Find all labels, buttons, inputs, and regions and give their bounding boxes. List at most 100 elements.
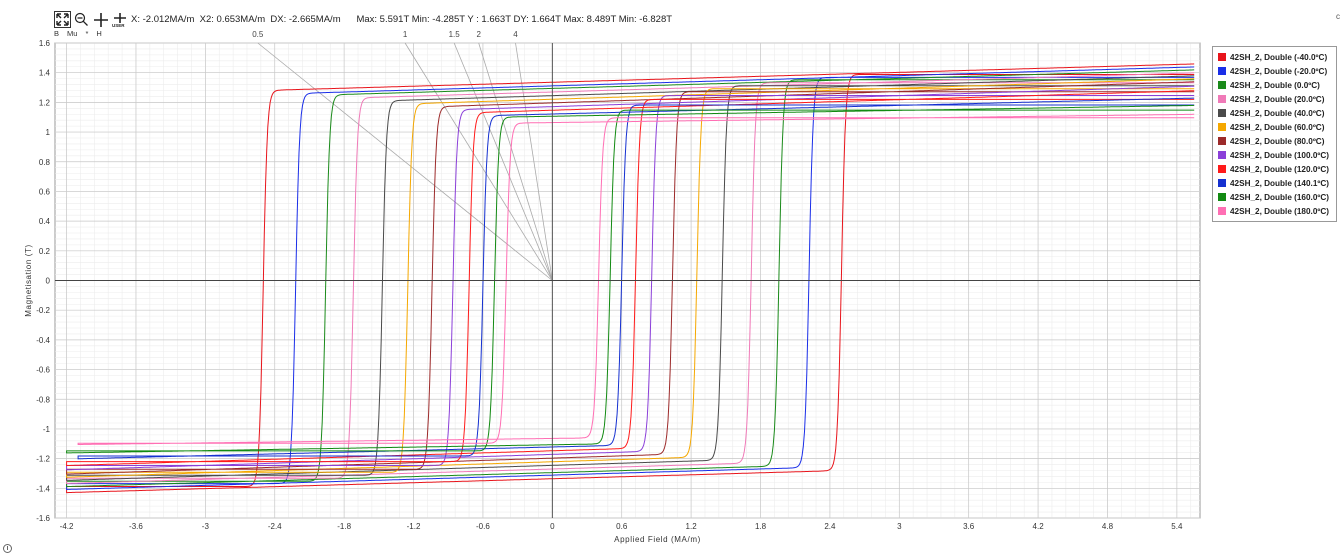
series-line-5 — [66, 78, 1195, 478]
mode-h[interactable]: H — [96, 29, 102, 38]
permeance-line — [453, 42, 553, 281]
chart-legend: 42SH_2, Double (-40.0ºC) 42SH_2, Double (… — [1212, 46, 1337, 222]
series-line-8 — [66, 90, 1195, 467]
permeance-label: 0.5 — [252, 30, 264, 39]
permeance-label: 1 — [403, 30, 408, 39]
fit-icon — [56, 13, 69, 26]
y-tick-label: 0.4 — [39, 217, 51, 226]
axis-mode-selector: B Mu * H — [54, 29, 102, 38]
legend-swatch — [1218, 151, 1226, 159]
legend-swatch — [1218, 123, 1226, 131]
x-tick-label: 0.6 — [616, 522, 628, 531]
user-crosshair-button[interactable]: USER — [111, 11, 128, 28]
permeance-line — [478, 42, 553, 281]
x-tick-label: -0.6 — [476, 522, 490, 531]
series-line-9 — [77, 97, 1195, 460]
legend-label: 42SH_2, Double (100.0ºC) — [1230, 150, 1330, 160]
legend-label: 42SH_2, Double (120.0ºC) — [1230, 164, 1330, 174]
user-crosshair-icon — [113, 12, 126, 23]
series-line-4 — [66, 75, 1195, 481]
legend-swatch — [1218, 95, 1226, 103]
permeance-label: 2 — [476, 30, 481, 39]
y-tick-label: -0.6 — [36, 366, 50, 375]
zoom-out-button[interactable] — [73, 11, 90, 28]
y-tick-label: 0.8 — [39, 158, 51, 167]
y-tick-label: -0.2 — [36, 306, 50, 315]
legend-label: 42SH_2, Double (20.0ºC) — [1230, 94, 1325, 104]
legend-item[interactable]: 42SH_2, Double (160.0ºC) — [1218, 190, 1332, 204]
legend-swatch — [1218, 193, 1226, 201]
slope-lines: 0.5 1 1.5 2 4 — [252, 30, 553, 281]
legend-label: 42SH_2, Double (80.0ºC) — [1230, 136, 1325, 146]
y-tick-label: -1.6 — [36, 514, 50, 523]
legend-label: 42SH_2, Double (0.0ºC) — [1230, 80, 1320, 90]
x-tick-label: 4.8 — [1102, 522, 1114, 531]
legend-item[interactable]: 42SH_2, Double (0.0ºC) — [1218, 78, 1332, 92]
chart-axes: -4.2 -3.6 -3 -2.4 -1.8 -1.2 -0.6 0 0.6 1.2 1.8 2.4 3… — [36, 39, 1200, 531]
legend-swatch — [1218, 165, 1226, 173]
legend-swatch — [1218, 179, 1226, 187]
crosshair-button[interactable] — [92, 11, 109, 28]
legend-item[interactable]: 42SH_2, Double (100.0ºC) — [1218, 148, 1332, 162]
x-tick-label: -3.6 — [129, 522, 143, 531]
y-axis-title: Magnetisation (T) — [24, 244, 33, 316]
legend-item[interactable]: 42SH_2, Double (40.0ºC) — [1218, 106, 1332, 120]
legend-item[interactable]: 42SH_2, Double (80.0ºC) — [1218, 134, 1332, 148]
y-tick-label: 1.2 — [39, 98, 51, 107]
y-tick-label: -0.8 — [36, 395, 50, 404]
series-line-10 — [66, 104, 1195, 454]
x-tick-label: -3 — [202, 522, 210, 531]
x-tick-label: 3.6 — [963, 522, 975, 531]
x-tick-label: -1.8 — [337, 522, 351, 531]
y-tick-label: -0.4 — [36, 336, 50, 345]
x-tick-label: 0 — [550, 522, 555, 531]
permeance-label: 4 — [513, 30, 518, 39]
series-line-11 — [77, 113, 1195, 445]
cursor-readout: X: -2.012MA/m X2: 0.653MA/m DX: -2.665MA… — [131, 14, 673, 25]
x-tick-label: 1.2 — [686, 522, 698, 531]
x-tick-label: 5.4 — [1171, 522, 1183, 531]
permeance-label: 1.5 — [449, 30, 461, 39]
y-tick-label: 1.6 — [39, 39, 51, 48]
mode-star[interactable]: * — [85, 29, 89, 38]
permeance-line — [515, 42, 553, 281]
legend-swatch — [1218, 81, 1226, 89]
x-tick-label: 4.2 — [1033, 522, 1045, 531]
legend-label: 42SH_2, Double (160.0ºC) — [1230, 192, 1330, 202]
x-tick-label: 2.4 — [824, 522, 836, 531]
series-line-7 — [66, 85, 1195, 471]
y-tick-label: 1 — [46, 128, 51, 137]
legend-item[interactable]: 42SH_2, Double (60.0ºC) — [1218, 120, 1332, 134]
legend-swatch — [1218, 67, 1226, 75]
series-line-6 — [66, 81, 1195, 475]
legend-item[interactable]: 42SH_2, Double (-40.0ºC) — [1218, 50, 1332, 64]
x-tick-label: -4.2 — [60, 522, 74, 531]
legend-swatch — [1218, 109, 1226, 117]
legend-label: 42SH_2, Double (60.0ºC) — [1230, 122, 1325, 132]
fit-view-button[interactable] — [54, 11, 71, 28]
info-icon[interactable] — [3, 544, 12, 553]
legend-label: 42SH_2, Double (-20.0ºC) — [1230, 66, 1328, 76]
legend-item[interactable]: 42SH_2, Double (-20.0ºC) — [1218, 64, 1332, 78]
legend-item[interactable]: 42SH_2, Double (20.0ºC) — [1218, 92, 1332, 106]
hysteresis-chart[interactable]: 0.5 1 1.5 2 4 -4.2 -3.6 -3 -2.4 -1.8 -1.2 -0.6 0 0.6… — [0, 0, 1205, 557]
mode-b[interactable]: B — [54, 29, 60, 38]
panel-edge-mark: c — [1336, 12, 1340, 21]
x-tick-label: -2.4 — [268, 522, 282, 531]
mode-mu[interactable]: Mu — [67, 29, 78, 38]
legend-item[interactable]: 42SH_2, Double (140.1ºC) — [1218, 176, 1332, 190]
legend-label: 42SH_2, Double (180.0ºC) — [1230, 206, 1330, 216]
crosshair-icon — [93, 12, 108, 27]
chart-toolbar: USER — [54, 11, 128, 29]
legend-item[interactable]: 42SH_2, Double (180.0ºC) — [1218, 204, 1332, 218]
series-layer — [66, 63, 1195, 494]
x-tick-label: 3 — [897, 522, 902, 531]
legend-swatch — [1218, 53, 1226, 61]
user-label: USER — [112, 22, 125, 28]
x-tick-label: -1.2 — [407, 522, 421, 531]
legend-swatch — [1218, 137, 1226, 145]
legend-item[interactable]: 42SH_2, Double (120.0ºC) — [1218, 162, 1332, 176]
y-tick-label: 0 — [46, 277, 51, 286]
y-tick-label: 0.2 — [39, 247, 51, 256]
permeance-line — [404, 42, 553, 281]
